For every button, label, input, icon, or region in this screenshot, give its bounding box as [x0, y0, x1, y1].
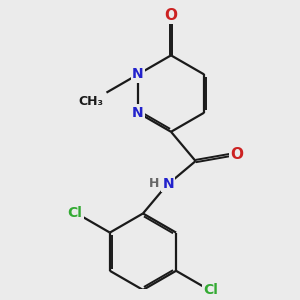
Text: O: O [164, 8, 178, 23]
Text: H: H [149, 177, 159, 190]
Text: Cl: Cl [68, 206, 82, 220]
Text: O: O [231, 147, 244, 162]
Text: Cl: Cl [203, 284, 218, 297]
Text: N: N [132, 68, 144, 82]
Text: N: N [132, 106, 144, 120]
Text: CH₃: CH₃ [79, 95, 104, 109]
Text: N: N [162, 177, 174, 191]
